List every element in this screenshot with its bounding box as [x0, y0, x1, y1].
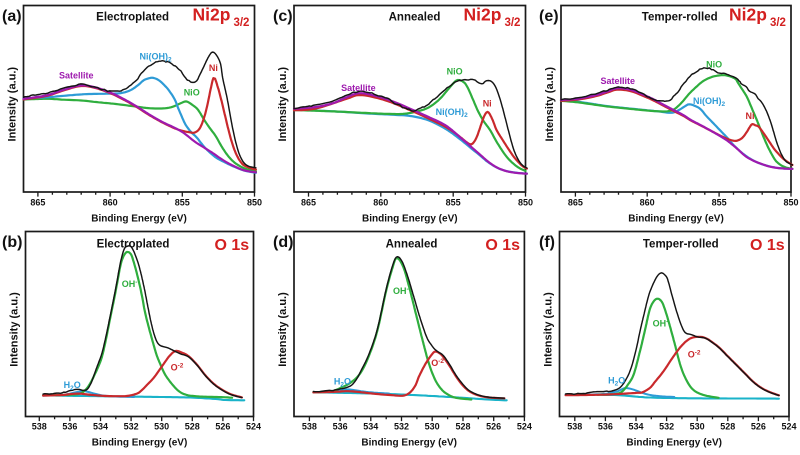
svg-text:Satellite: Satellite: [341, 83, 376, 93]
svg-text:Intensity (a.u.): Intensity (a.u.): [544, 67, 556, 142]
svg-text:H2O: H2O: [334, 377, 351, 389]
svg-text:Satellite: Satellite: [601, 76, 636, 86]
svg-text:528: 528: [185, 422, 200, 432]
svg-text:(f): (f): [539, 234, 555, 251]
svg-text:NiO: NiO: [706, 60, 722, 70]
svg-text:860: 860: [373, 198, 388, 208]
svg-text:865: 865: [30, 198, 45, 208]
svg-text:Ni(OH)2: Ni(OH)2: [140, 52, 173, 64]
svg-text:NiO: NiO: [447, 67, 463, 77]
svg-text:Intensity (a.u.): Intensity (a.u.): [277, 67, 289, 142]
svg-text:Ni: Ni: [746, 111, 755, 121]
svg-text:860: 860: [103, 198, 118, 208]
svg-text:860: 860: [640, 198, 655, 208]
svg-text:Intensity (a.u.): Intensity (a.u.): [9, 292, 21, 367]
svg-text:Electroplated: Electroplated: [97, 239, 170, 251]
svg-text:O 1s: O 1s: [215, 237, 250, 254]
svg-text:Ni(OH)2: Ni(OH)2: [436, 107, 469, 119]
svg-text:OH-: OH-: [393, 286, 409, 296]
svg-text:534: 534: [363, 422, 378, 432]
svg-text:Intensity (a.u.): Intensity (a.u.): [7, 67, 19, 142]
svg-text:524: 524: [517, 422, 532, 432]
svg-text:O-2: O-2: [171, 363, 184, 373]
svg-text:850: 850: [783, 198, 798, 208]
svg-text:O 1s: O 1s: [485, 237, 520, 254]
svg-text:532: 532: [124, 422, 139, 432]
svg-text:530: 530: [154, 422, 169, 432]
svg-text:Electroplated: Electroplated: [96, 12, 169, 24]
svg-text:536: 536: [598, 422, 613, 432]
svg-text:532: 532: [659, 422, 674, 432]
svg-text:Annealed: Annealed: [389, 12, 441, 24]
svg-text:536: 536: [333, 422, 348, 432]
svg-text:530: 530: [425, 422, 440, 432]
svg-text:Temper-rolled: Temper-rolled: [643, 239, 719, 251]
svg-text:Annealed: Annealed: [386, 239, 438, 251]
svg-text:Binding Energy (eV): Binding Energy (eV): [91, 214, 187, 225]
svg-text:Intensity (a.u.): Intensity (a.u.): [277, 292, 289, 367]
svg-text:H2O: H2O: [64, 380, 81, 392]
svg-text:850: 850: [247, 198, 262, 208]
svg-text:(b): (b): [2, 234, 22, 251]
svg-text:(a): (a): [2, 8, 22, 25]
svg-text:538: 538: [32, 422, 47, 432]
svg-text:Temper-rolled: Temper-rolled: [642, 12, 718, 24]
svg-text:532: 532: [394, 422, 409, 432]
svg-text:(e): (e): [539, 8, 559, 25]
svg-text:(c): (c): [273, 8, 293, 25]
svg-text:Intensity (a.u.): Intensity (a.u.): [543, 292, 555, 367]
svg-text:526: 526: [751, 422, 766, 432]
svg-text:538: 538: [302, 422, 317, 432]
svg-text:524: 524: [781, 422, 796, 432]
svg-text:O-2: O-2: [688, 350, 701, 360]
svg-text:OH-: OH-: [653, 319, 669, 329]
svg-text:530: 530: [690, 422, 705, 432]
svg-text:528: 528: [720, 422, 735, 432]
svg-text:536: 536: [62, 422, 77, 432]
svg-text:H2O: H2O: [608, 375, 625, 387]
svg-text:855: 855: [712, 198, 727, 208]
svg-text:534: 534: [628, 422, 643, 432]
svg-text:(d): (d): [273, 234, 293, 251]
svg-text:Binding Energy (eV): Binding Energy (eV): [362, 214, 458, 225]
svg-text:O 1s: O 1s: [750, 237, 785, 254]
svg-text:526: 526: [215, 422, 230, 432]
svg-text:Ni: Ni: [209, 63, 218, 73]
svg-text:850: 850: [518, 198, 533, 208]
svg-text:865: 865: [568, 198, 583, 208]
svg-text:O-2: O-2: [431, 358, 444, 368]
svg-text:Ni(OH)2: Ni(OH)2: [693, 96, 726, 108]
svg-text:Binding Energy (eV): Binding Energy (eV): [628, 214, 724, 225]
svg-text:528: 528: [455, 422, 470, 432]
svg-text:Binding Energy (eV): Binding Energy (eV): [626, 438, 722, 449]
svg-text:Satellite: Satellite: [59, 71, 94, 81]
svg-text:534: 534: [93, 422, 108, 432]
svg-text:Ni: Ni: [483, 99, 492, 109]
svg-text:865: 865: [301, 198, 316, 208]
svg-text:855: 855: [446, 198, 461, 208]
svg-text:526: 526: [486, 422, 501, 432]
svg-text:855: 855: [175, 198, 190, 208]
svg-text:Binding Energy (eV): Binding Energy (eV): [361, 438, 457, 449]
svg-text:Binding Energy (eV): Binding Energy (eV): [92, 438, 188, 449]
svg-text:OH-: OH-: [122, 279, 138, 289]
svg-text:NiO: NiO: [184, 87, 200, 97]
svg-text:538: 538: [567, 422, 582, 432]
svg-text:524: 524: [246, 422, 261, 432]
